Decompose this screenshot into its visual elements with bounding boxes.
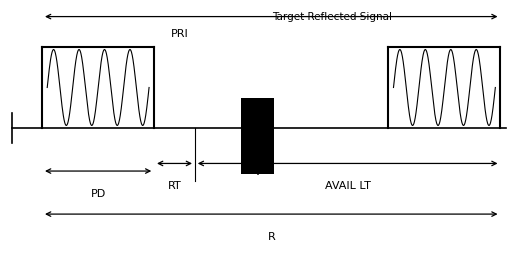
Text: R: R xyxy=(267,232,275,242)
Text: PD: PD xyxy=(91,189,106,199)
Text: Target Reflected Signal: Target Reflected Signal xyxy=(272,12,392,22)
Text: RT: RT xyxy=(167,181,181,191)
Text: AVAIL LT: AVAIL LT xyxy=(325,181,371,191)
Bar xyxy=(241,98,274,174)
Text: PRI: PRI xyxy=(170,29,188,39)
